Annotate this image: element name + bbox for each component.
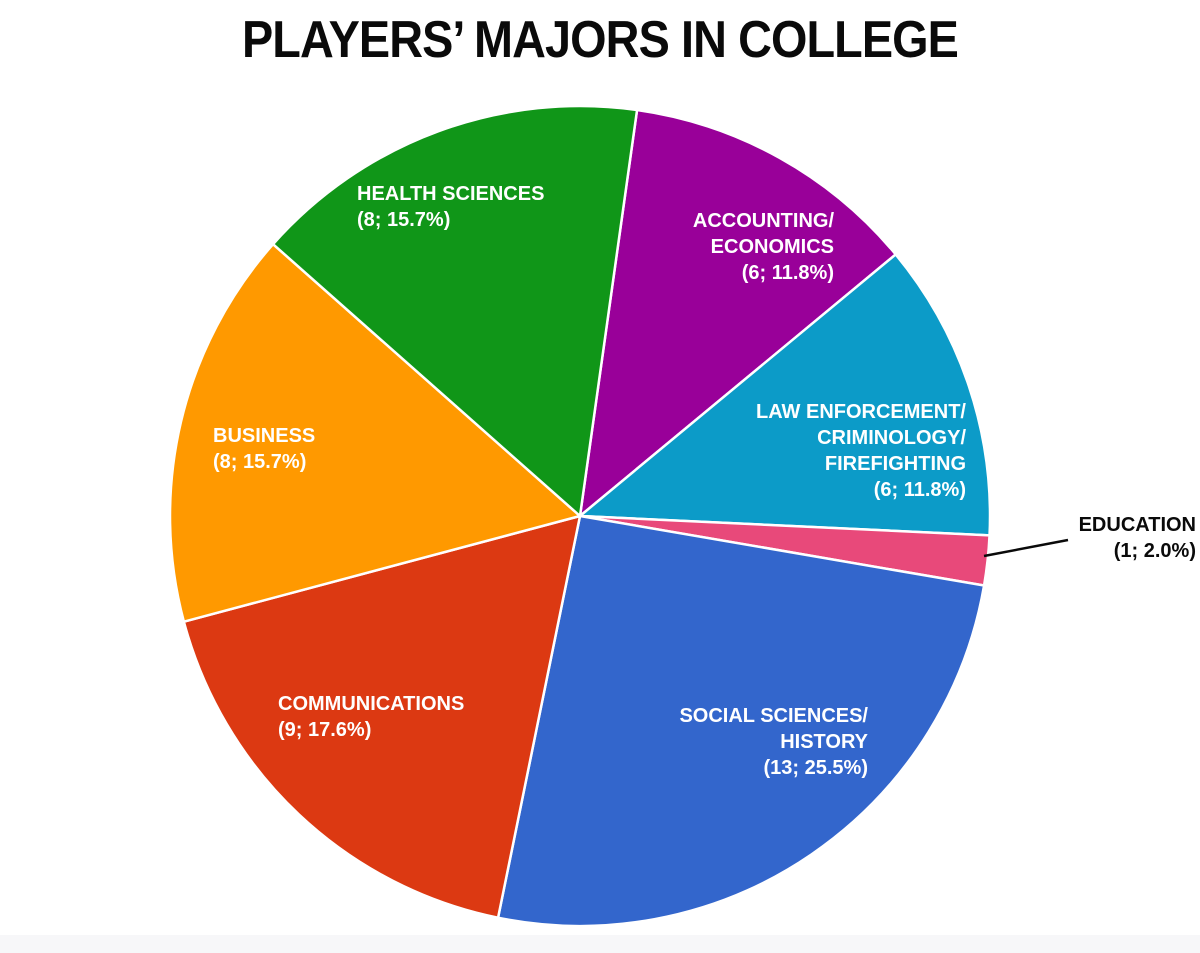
pie-slice-communications[interactable] [182,514,582,919]
label-text: HISTORY [780,731,868,753]
label-text: COMMUNICATIONS [278,693,465,715]
pie-slice-social-sciences-history[interactable] [496,514,986,928]
pie-slices [168,104,992,928]
label-text: ACCOUNTING/ [692,210,834,232]
label-text: CRIMINOLOGY/ [817,427,966,449]
label-value: (8; 15.7%) [213,451,307,473]
label-value: (6; 11.8%) [873,479,966,501]
label-value: (1; 2.0%) [1113,540,1196,562]
pie-slice-business[interactable] [168,242,582,623]
label-text: LAW ENFORCEMENT/ [756,401,966,423]
label-text: ECONOMICS [710,236,834,258]
label-value: (9; 17.6%) [278,719,372,741]
pie-slice-health-sciences[interactable] [271,104,639,518]
pie-slice-accounting-economics[interactable] [578,108,897,518]
education-leader-line [983,538,1069,558]
label-value: (13; 25.5%) [763,757,869,779]
label-education: EDUCATION (1; 2.0%) [1079,512,1196,564]
pie-slice-law-enforcement-criminology-firefighting[interactable] [578,253,992,537]
label-value: (6; 11.8%) [741,262,834,284]
label-business: BUSINESS (8; 15.7%) [213,423,315,475]
label-text: SOCIAL SCIENCES/ [679,705,868,727]
label-social-sciences-history: SOCIAL SCIENCES/ HISTORY (13; 25.5%) [679,703,868,781]
label-text: EDUCATION [1078,514,1196,536]
chart-title: PLAYERS’ MAJORS IN COLLEGE [241,11,959,69]
label-text: HEALTH SCIENCES [357,183,545,205]
label-communications: COMMUNICATIONS (9; 17.6%) [278,691,464,743]
label-value: (8; 15.7%) [357,209,451,231]
label-accounting-economics: ACCOUNTING/ ECONOMICS (6; 11.8%) [693,208,834,286]
label-text: FIREFIGHTING [824,453,966,475]
label-health-sciences: HEALTH SCIENCES (8; 15.7%) [357,181,544,233]
label-law-enforcement: LAW ENFORCEMENT/ CRIMINOLOGY/ FIREFIGHTI… [756,399,966,503]
label-text: BUSINESS [213,425,316,447]
bottom-strip [0,935,1200,953]
